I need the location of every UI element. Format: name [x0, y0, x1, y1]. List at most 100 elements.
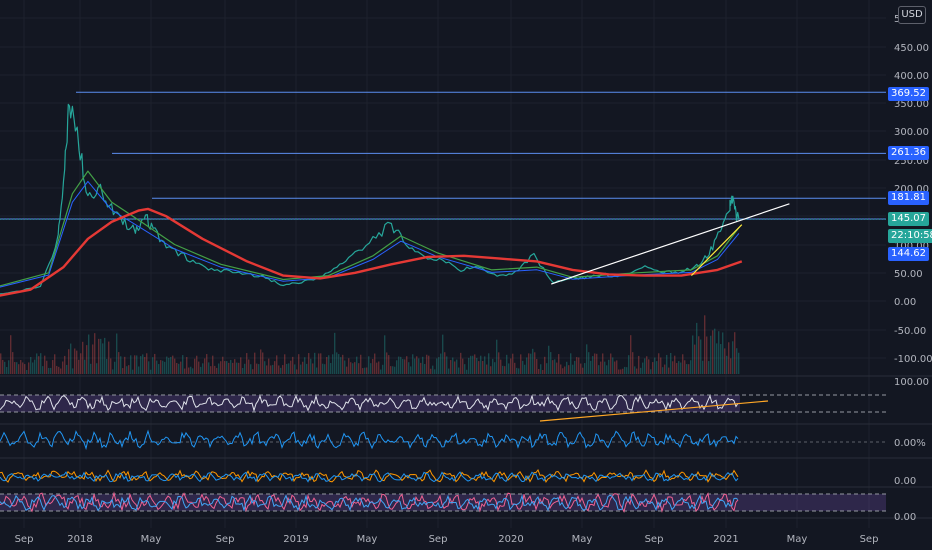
volume-bar [568, 365, 570, 374]
price-label: 369.52 [888, 87, 929, 101]
volume-bar [354, 362, 356, 374]
volume-bar [582, 367, 584, 374]
volume-bar [340, 357, 342, 374]
volume-bar [194, 358, 196, 374]
volume-bar [698, 336, 700, 374]
price-label: 181.81 [888, 191, 929, 205]
volume-bar [190, 366, 192, 374]
volume-bar [4, 361, 6, 374]
volume-bar [612, 357, 614, 374]
volume-bar [268, 358, 270, 374]
volume-bar [196, 355, 198, 374]
volume-bar [80, 353, 82, 374]
volume-bar [126, 366, 128, 374]
macd-line [0, 471, 739, 483]
volume-bar [682, 354, 684, 374]
time-axis: Sep 2018 May Sep 2019 May Sep 2020 May Sep 2021 May… [15, 534, 879, 545]
volume-bar [658, 353, 660, 374]
volume-bar [348, 358, 350, 374]
volume-bar [110, 358, 112, 374]
volume-bar [182, 355, 184, 374]
volume-bar [122, 368, 124, 374]
volume-bar [448, 368, 450, 374]
volume-bar [640, 367, 642, 374]
volume-bar [506, 354, 508, 374]
volume-bar [46, 360, 48, 374]
volume-bar [734, 332, 736, 374]
volume-bar [282, 365, 284, 374]
volume-bar [526, 357, 528, 374]
volume-bar [216, 367, 218, 374]
volume-bar [24, 364, 26, 374]
volume-bar [736, 348, 738, 374]
volume-bar [328, 355, 330, 374]
volume-bar [492, 358, 494, 374]
volume-bar [326, 357, 328, 374]
volume-bar [546, 363, 548, 374]
volume-bar [724, 348, 726, 374]
time-tick-label: May [572, 534, 593, 545]
volume-bar [556, 362, 558, 374]
volume-bar [536, 358, 538, 374]
volume-bar [730, 358, 732, 374]
volume-bar [64, 355, 66, 374]
volume-bar [528, 353, 530, 374]
stoch-d-line [0, 494, 739, 512]
volume-bar [586, 344, 588, 374]
volume-bar [314, 352, 316, 374]
volume-bar [264, 361, 266, 374]
volume-bar [180, 361, 182, 374]
volume-bar [22, 362, 24, 374]
volume-bar [286, 363, 288, 374]
price-tick-label: -100.00 [894, 354, 932, 365]
volume-bar [198, 361, 200, 374]
volume-bar [44, 355, 46, 374]
volume-bar [564, 366, 566, 374]
volume-bar [240, 357, 242, 374]
volume-bar [226, 361, 228, 374]
volume-bar [388, 355, 390, 374]
volume-bar [224, 361, 226, 374]
volume-bar [98, 338, 100, 374]
volume-bar [290, 360, 292, 374]
volume-bar [236, 362, 238, 374]
volume-bar [92, 344, 94, 374]
volume-bar [170, 357, 172, 374]
volume-bar [32, 362, 34, 374]
volume-bar [66, 364, 68, 374]
macd-signal-line [0, 469, 739, 483]
volume-bar [232, 362, 234, 374]
indicator-panels [0, 375, 932, 519]
volume-bar [258, 364, 260, 374]
indicator-tick-label: 0.00 [894, 512, 916, 523]
volume-bar [58, 366, 60, 374]
volume-bar [150, 369, 152, 374]
time-tick-label: Sep [645, 534, 664, 545]
volume-bar [162, 360, 164, 374]
volume-bar [378, 361, 380, 374]
volume-bar [458, 367, 460, 374]
volume-bar [702, 360, 704, 374]
volume-bar [726, 355, 728, 374]
volume-bar [292, 356, 294, 374]
volume-bar [336, 352, 338, 374]
volume-bar [104, 337, 106, 374]
volume-bar [584, 363, 586, 374]
volume-bar [560, 364, 562, 374]
volume-bar [482, 361, 484, 374]
volume-bar [332, 354, 334, 374]
volume-bar [420, 362, 422, 374]
volume-bar [154, 353, 156, 374]
volume-bar [476, 357, 478, 374]
volume-bar [128, 365, 130, 374]
volume-bar [710, 335, 712, 374]
volume-bar [452, 357, 454, 374]
volume-bar [172, 355, 174, 374]
volume-bar [712, 330, 714, 374]
currency-badge[interactable]: USD [898, 6, 926, 24]
volume-bar [30, 356, 32, 374]
volume-bar [576, 357, 578, 374]
horizontal-levels[interactable] [0, 91, 886, 220]
volume-bar [322, 363, 324, 374]
